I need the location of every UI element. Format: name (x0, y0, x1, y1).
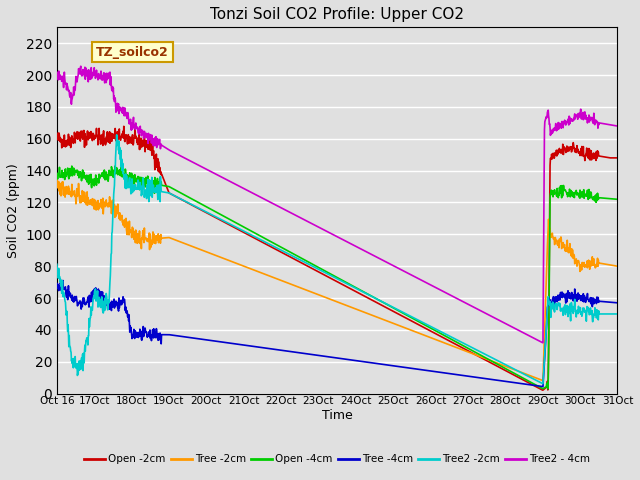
Text: TZ_soilco2: TZ_soilco2 (96, 46, 169, 59)
Y-axis label: Soil CO2 (ppm): Soil CO2 (ppm) (7, 163, 20, 258)
X-axis label: Time: Time (322, 409, 353, 422)
Legend: Open -2cm, Tree -2cm, Open -4cm, Tree -4cm, Tree2 -2cm, Tree2 - 4cm: Open -2cm, Tree -2cm, Open -4cm, Tree -4… (80, 450, 594, 468)
Title: Tonzi Soil CO2 Profile: Upper CO2: Tonzi Soil CO2 Profile: Upper CO2 (210, 7, 464, 22)
